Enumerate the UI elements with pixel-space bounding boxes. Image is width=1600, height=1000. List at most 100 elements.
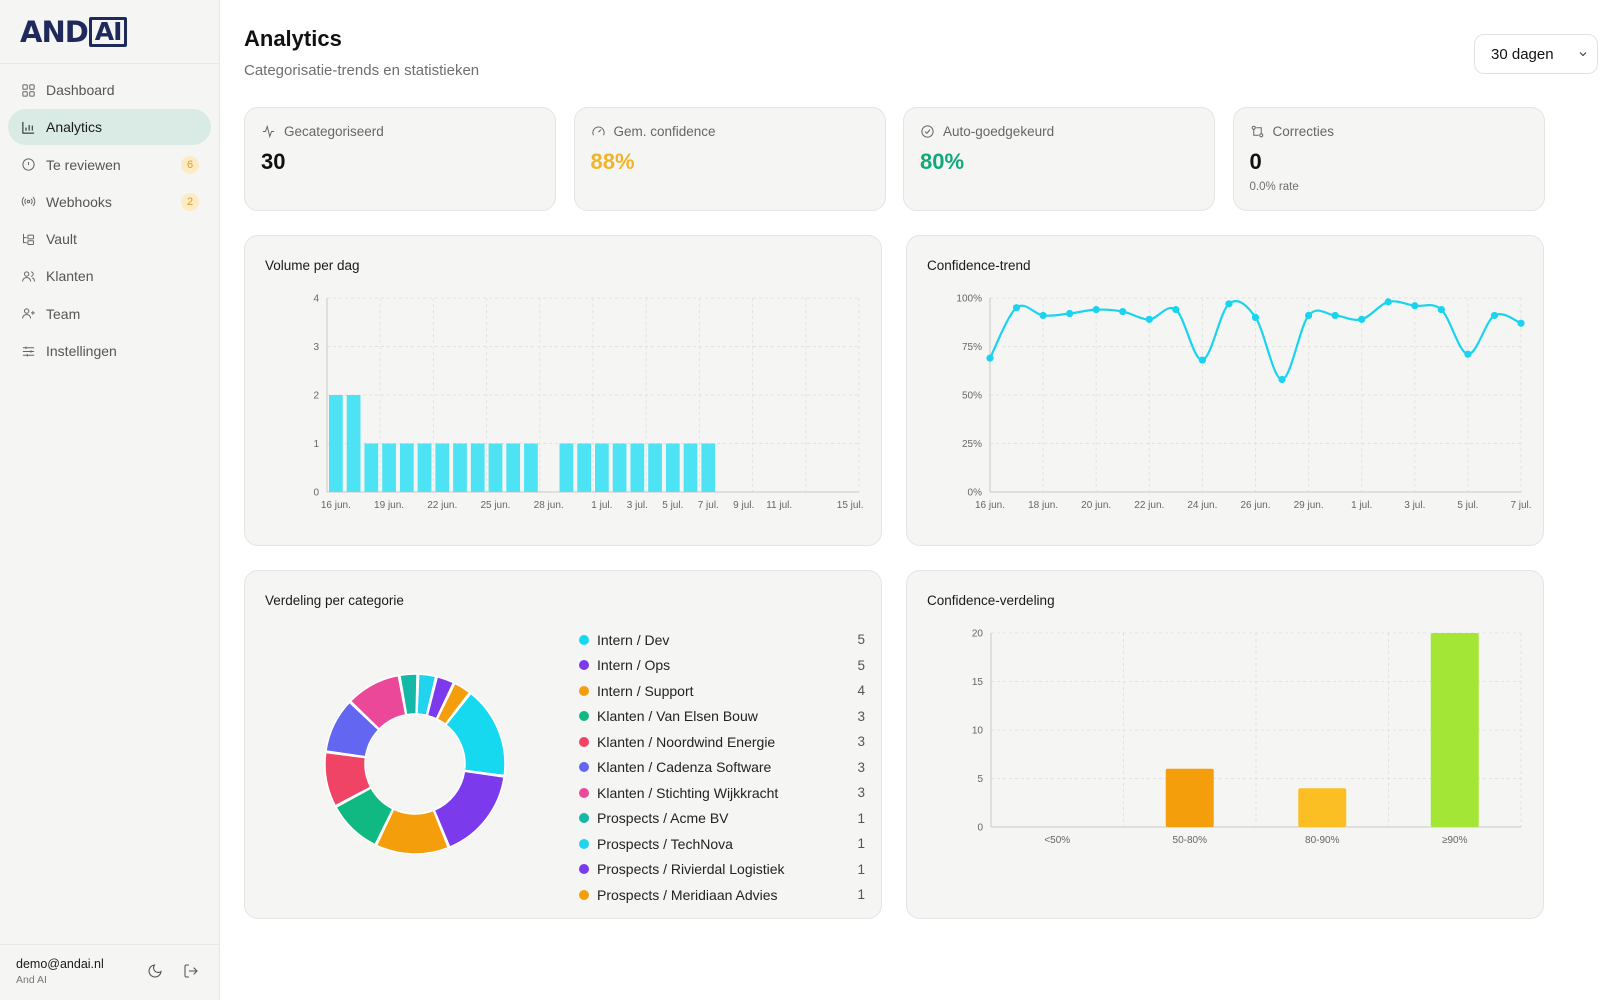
legend-swatch [579,762,589,773]
trend-point [1437,306,1445,314]
legend-item: Intern / Dev 5 [579,627,865,653]
category-legend: Intern / Dev 5 Intern / Ops 5 Intern / Suppo… [579,627,865,908]
sidebar: AND AI Dashboard Analytics Te reviewen 6 Web… [0,0,220,1000]
donut-slice [375,808,450,855]
legend-label: Prospects / TechNova [597,835,733,852]
logo-wordmark: AND AI [20,14,128,49]
stat-label: Correcties [1272,124,1335,139]
legend-item: Prospects / Acme BV 1 [579,806,865,832]
x-tick-label: 7 jul. [1510,500,1531,511]
volume-bar [364,443,379,492]
legend-swatch [579,813,589,824]
sidebar-item-dashboard[interactable]: Dashboard [8,72,211,108]
legend-swatch [579,711,589,722]
panel-title-volume: Volume per dag [265,258,360,273]
volume-bar [683,443,698,492]
legend-count: 1 [857,861,865,877]
sidebar-item-klanten[interactable]: Klanten [8,258,211,294]
donut-slice [335,786,394,846]
sidebar-item-badge: 6 [181,155,199,174]
trend-point [1172,306,1180,314]
y-tick-label: 20 [972,629,984,640]
x-tick-label: 19 jun. [374,500,404,511]
volume-bar [595,443,609,492]
y-tick-label: 10 [972,726,984,737]
y-tick-label: 5 [977,774,983,785]
sidebar-item-vault[interactable]: Vault [8,221,211,257]
stat-card-gem-confidence: Gem. confidence 88% [573,107,886,211]
x-tick-label: 20 jun. [1081,500,1111,511]
logo[interactable]: AND AI [0,0,219,64]
volume-bar [399,443,414,492]
donut-slice [416,673,437,717]
moon-icon[interactable] [147,963,163,984]
legend-count: 3 [857,734,865,750]
volume-bar [470,443,485,492]
legend-label: Prospects / Acme BV [597,810,729,827]
panel-trend: Confidence-trend 0% 25% 50% 75% 100% 16 jun. 1… [906,235,1544,546]
sidebar-item-analytics[interactable]: Analytics [8,109,211,146]
legend-swatch [579,685,589,696]
legend-label: Intern / Ops [597,657,671,674]
y-tick-label: 0 [313,488,319,499]
legend-count: 1 [857,887,865,903]
user-org: And AI [16,974,47,986]
volume-bar [346,395,361,492]
volume-bar [453,443,467,492]
bar-chart-icon [20,119,36,135]
trend-point [1092,306,1100,314]
user-plus-icon [20,306,36,322]
stat-value: 30 [261,149,286,174]
sidebar-item-label: Team [46,305,81,322]
trend-point [1145,315,1153,323]
x-tick-label: <50% [1044,835,1070,846]
donut-slice [426,675,455,720]
sidebar-item-label: Dashboard [46,82,115,98]
volume-bar [577,443,591,492]
logout-icon[interactable] [183,963,199,984]
legend-count: 5 [857,657,865,673]
panel-category: Verdeling per categorie Intern / Dev 5 Int… [244,570,882,919]
stat-value: 88% [590,149,635,174]
stat-card-auto-goedgekeurd: Auto-goedgekeurd 80% [903,107,1215,211]
distribution-bar [1430,633,1479,827]
sidebar-item-webhooks[interactable]: Webhooks 2 [8,184,211,220]
volume-bar [701,443,716,492]
x-tick-label: 50-80% [1173,835,1208,846]
stat-card-gecategoriseerd: Gecategoriseerd 30 [244,107,556,211]
volume-bar [648,443,662,492]
trend-point [1278,375,1286,384]
donut-slice [325,701,380,758]
date-range-value: 30 dagen [1491,45,1554,63]
page-title: Analytics [244,26,342,51]
sidebar-item-label: Webhooks [46,193,112,210]
trend-point [1464,350,1472,358]
x-tick-label: 5 jul. [662,500,683,511]
y-tick-label: 100% [956,294,982,305]
legend-label: Klanten / Van Elsen Bouw [597,708,758,725]
sidebar-item-team[interactable]: Team [8,296,211,332]
logo-text-left: AND [20,14,89,49]
check-circle-icon [921,125,934,138]
legend-count: 3 [857,708,865,724]
trend-point [1119,307,1127,316]
panel-title-category: Verdeling per categorie [265,593,404,608]
sidebar-item-instellingen[interactable]: Instellingen [8,333,211,369]
donut-slice [436,682,471,726]
logo-box: AI [88,16,128,47]
legend-label: Klanten / Stichting Wijkkracht [597,784,779,801]
legend-swatch [579,889,589,900]
x-tick-label: 11 jul. [766,500,792,511]
y-tick-label: 15 [972,677,984,688]
date-range-select[interactable]: 30 dagen [1474,34,1598,74]
trend-point [1225,300,1233,308]
trend-point [1012,304,1021,312]
sidebar-item-te-reviewen[interactable]: Te reviewen 6 [8,147,211,183]
legend-count: 1 [857,810,865,826]
x-tick-label: 1 jul. [591,500,612,511]
chevron-down-icon [1577,47,1589,59]
trend-point [1251,313,1260,321]
y-tick-label: 2 [313,391,319,402]
x-tick-label: 3 jul. [627,500,648,511]
user-email: demo@andai.nl [16,957,104,971]
